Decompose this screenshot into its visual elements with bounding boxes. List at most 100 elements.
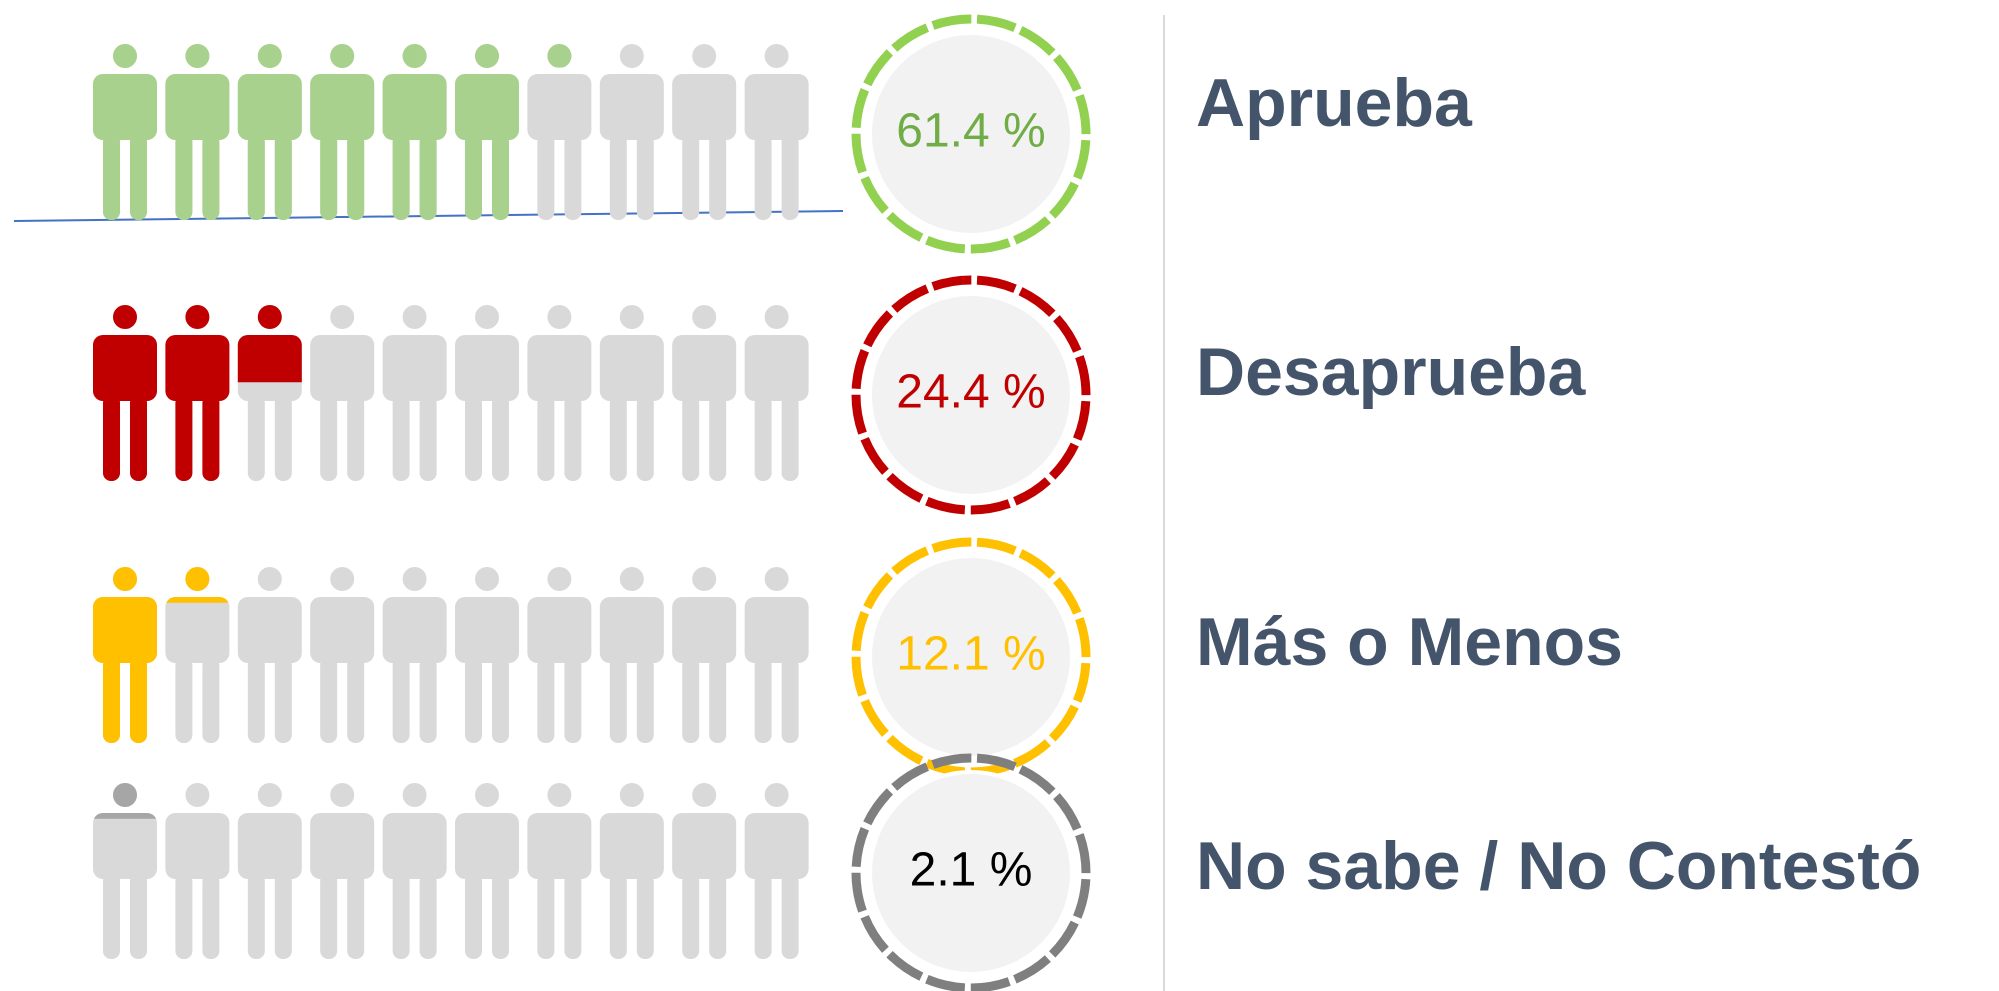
icon-head: [113, 783, 137, 807]
icon-torso: [527, 597, 592, 663]
icon-leg: [419, 395, 437, 481]
icon-torso: [527, 335, 592, 401]
icon-leg: [130, 134, 147, 220]
icon-torso: [599, 335, 664, 401]
category-label: Aprueba: [1196, 65, 1473, 141]
icon-leg: [609, 134, 627, 220]
ring-inner: [868, 770, 1074, 976]
ring: [851, 753, 1091, 991]
icon-head: [619, 305, 644, 329]
icon-leg: [274, 657, 292, 743]
icon-leg: [274, 395, 292, 481]
icon-torso: [455, 74, 519, 140]
icon: [93, 305, 157, 481]
category-label: Más o Menos: [1196, 604, 1623, 680]
icon: [237, 305, 302, 383]
icon-torso: [744, 813, 809, 879]
icon-torso: [744, 335, 809, 401]
icon-torso: [744, 597, 809, 663]
icon-leg: [465, 873, 482, 959]
icon-head: [402, 567, 427, 591]
icon: [93, 44, 157, 220]
icon-leg: [465, 134, 482, 220]
icon-leg: [781, 395, 799, 481]
icon-leg: [754, 873, 772, 959]
icon-leg: [609, 657, 627, 743]
value-label: 24.4 %: [896, 366, 1045, 419]
icon: [166, 567, 229, 603]
icon-head: [475, 305, 499, 329]
icon-leg: [419, 873, 437, 959]
icon-leg: [564, 657, 582, 743]
icons-filled: [93, 44, 572, 220]
ring: [851, 537, 1091, 777]
value-label: 12.1 %: [896, 628, 1045, 681]
icon-torso: [744, 74, 809, 140]
icon-leg: [103, 134, 120, 220]
icon-torso: [166, 597, 229, 603]
icon-leg: [537, 395, 555, 481]
icon-leg: [564, 134, 582, 220]
icon-leg: [781, 134, 799, 220]
icon-leg: [320, 873, 338, 959]
icon-head: [330, 567, 355, 591]
icon-head: [475, 783, 499, 807]
icon-leg: [709, 134, 727, 220]
icon: [237, 44, 302, 220]
ring-inner: [868, 31, 1074, 237]
icon-torso: [165, 335, 230, 401]
icon-head: [764, 567, 789, 591]
icon-leg: [130, 395, 147, 481]
icon-torso: [672, 74, 737, 140]
icon-leg: [392, 873, 410, 959]
icon-head: [257, 783, 282, 807]
icon-leg: [682, 657, 700, 743]
icons-filled: [93, 567, 229, 743]
icon-head: [764, 783, 789, 807]
icon-head: [402, 783, 427, 807]
icon-head: [692, 567, 717, 591]
icon: [93, 567, 157, 743]
icon-torso: [165, 813, 230, 879]
icon-head: [185, 567, 210, 591]
icon-leg: [274, 134, 292, 220]
icon-torso: [527, 74, 592, 140]
icon-torso: [599, 74, 664, 140]
icon-torso: [237, 74, 302, 140]
icon-leg: [320, 395, 338, 481]
icon-leg: [537, 134, 555, 220]
icon-leg: [682, 134, 700, 220]
icon-leg: [175, 134, 193, 220]
icon-leg: [754, 134, 772, 220]
icon-head: [185, 44, 210, 68]
icon-head: [330, 783, 355, 807]
category-label: No sabe / No Contestó: [1196, 828, 1921, 904]
icon-leg: [202, 134, 220, 220]
icons-background: [93, 567, 809, 743]
icon-leg: [247, 873, 265, 959]
icon-leg: [492, 395, 509, 481]
icon-torso: [310, 74, 375, 140]
icon-leg: [274, 873, 292, 959]
icon-leg: [347, 873, 365, 959]
icon-leg: [202, 873, 220, 959]
icon-head: [547, 44, 572, 68]
icon-leg: [564, 873, 582, 959]
icon-head: [257, 567, 282, 591]
icon-leg: [754, 395, 772, 481]
icon-head: [185, 783, 210, 807]
icon-leg: [636, 134, 654, 220]
icon: [93, 783, 157, 819]
icon-head: [113, 305, 137, 329]
value-label: 61.4 %: [896, 105, 1045, 158]
icon: [455, 44, 519, 220]
icon-torso: [455, 335, 519, 401]
icon-leg: [709, 395, 727, 481]
icon-torso: [599, 813, 664, 879]
icon-torso: [310, 335, 375, 401]
icon-leg: [392, 657, 410, 743]
icons-filled: [93, 783, 157, 819]
icon-leg: [754, 657, 772, 743]
icon-leg: [103, 395, 120, 481]
